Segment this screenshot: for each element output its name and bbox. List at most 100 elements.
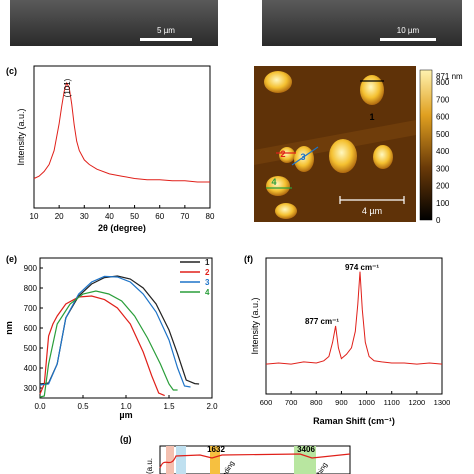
marker-1: 1 (369, 112, 374, 122)
panel-e: (e) 300 400 500 600 700 800 900 0.0 0.5 1.0 1.5 2.… (4, 254, 218, 420)
colorbar-tick-label: 600 (436, 113, 450, 122)
profile-curve-4 (39, 290, 178, 398)
x-tick-label: 0.0 (34, 402, 46, 411)
colorbar-tick-label: 400 (436, 147, 450, 156)
x-tick-label: 80 (206, 212, 215, 221)
sem-image-b: 10 µm (262, 0, 462, 46)
legend-label: 2 (205, 268, 210, 277)
y-tick-label: 500 (24, 344, 38, 353)
colorbar-tick-label: 700 (436, 95, 450, 104)
y-tick-label: 600 (24, 324, 38, 333)
afm-grain (294, 146, 314, 172)
x-tick-label: 1.5 (163, 402, 175, 411)
colorbar-top-label: 871 nm (436, 72, 463, 81)
afm-grain (329, 139, 357, 173)
afm-grain (373, 145, 393, 169)
scale-bar (140, 38, 192, 41)
ftir-curve (159, 453, 351, 469)
x-axis-label: µm (119, 410, 132, 420)
colorbar-tick-label: 300 (436, 164, 450, 173)
panel-label: (e) (6, 254, 17, 264)
y-tick-label: 800 (24, 284, 38, 293)
xrd-curve (33, 81, 210, 183)
x-tick-label: 1000 (358, 398, 375, 407)
x-tick-labels: 0.0 0.5 1.0 1.5 2.0 (34, 395, 218, 411)
plot-frame (159, 445, 351, 474)
band-highlight (166, 446, 174, 474)
colorbar-ticks: 800 700 600 500 400 300 200 100 0 (436, 78, 450, 225)
plot-frame (33, 65, 211, 209)
x-tick-label: 800 (310, 398, 323, 407)
x-tick-label: 1300 (434, 398, 451, 407)
y-tick-label: 900 (24, 264, 38, 273)
x-tick-label: 10 (30, 212, 39, 221)
x-tick-label: 40 (105, 212, 114, 221)
colorbar-tick-label: 200 (436, 182, 450, 191)
panel-label: (c) (6, 66, 17, 76)
colorbar-tick-label: 0 (436, 216, 441, 225)
afm-grain (275, 203, 297, 219)
x-tick-label: 20 (55, 212, 64, 221)
y-axis-label: Intensity (a.u.) (250, 297, 260, 354)
scale-label: 5 µm (157, 26, 175, 35)
panel-d: d) 1 2 3 4 4 µm 871 nm 80070060050040030… (254, 66, 463, 225)
x-tick-label: 0.5 (77, 402, 89, 411)
scale-label: 4 µm (362, 206, 382, 216)
peak-label-3406: 3406 (297, 445, 315, 454)
peak-annotation-974: 974 cm⁻¹ (345, 263, 379, 272)
colorbar (419, 69, 433, 221)
peak-annotation-877: 877 cm⁻¹ (305, 317, 339, 326)
mode-label-fragment: nding (221, 460, 236, 474)
x-tick-label: 60 (155, 212, 164, 221)
band-highlight (176, 446, 186, 474)
afm-grain (266, 176, 290, 196)
x-tick-label: 1.0 (120, 402, 132, 411)
profile-curves (39, 275, 200, 398)
y-tick-label: 300 (24, 384, 38, 393)
panel-c: (c) 10 20 30 40 50 60 70 80 2θ (degree) Intensi… (6, 65, 215, 233)
sem-image-a: 5 µm (10, 0, 218, 46)
colorbar-tick-label: 100 (436, 199, 450, 208)
y-tick-label: 700 (24, 304, 38, 313)
profile-line-3 (291, 146, 319, 166)
x-tick-label: 1100 (384, 398, 400, 407)
marker-4: 4 (271, 177, 276, 187)
x-tick-label: 50 (130, 212, 139, 221)
band-highlight (210, 446, 220, 474)
scale-label: 10 µm (397, 26, 420, 35)
afm-grain (279, 147, 295, 163)
x-axis-label: 2θ (degree) (98, 223, 146, 233)
colorbar-tick-label: 800 (436, 78, 450, 87)
profile-curve-2 (39, 295, 165, 397)
plot-frame (39, 257, 213, 399)
y-axis-label: Intensity (a.u.) (16, 108, 26, 165)
panel-label: (g) (120, 434, 132, 444)
colorbar-tick-label: 500 (436, 130, 450, 139)
afm-grain (360, 75, 384, 105)
y-tick-label: 400 (24, 364, 38, 373)
panel-g: (g) 1632 3406 nding hing (a.u. (120, 434, 351, 474)
x-tick-label: 600 (260, 398, 273, 407)
panel-f: (f) 600 700 800 900 1000 1100 1200 1300 Raman S… (244, 254, 450, 426)
peak-annotation: (101) (63, 78, 72, 97)
x-tick-label: 30 (80, 212, 89, 221)
y-axis-label-fragment: (a.u. (145, 458, 154, 474)
x-tick-label: 900 (335, 398, 348, 407)
panel-label: (f) (244, 254, 253, 264)
band-highlight (294, 446, 316, 474)
marker-2: 2 (280, 149, 285, 159)
raman-curve (265, 271, 443, 365)
legend-label: 3 (205, 278, 210, 287)
x-tick-label: 1200 (409, 398, 426, 407)
x-tick-label: 700 (285, 398, 298, 407)
marker-3: 3 (300, 152, 305, 162)
y-tick-labels: 300 400 500 600 700 800 900 (24, 264, 43, 393)
peak-label-1632: 1632 (207, 445, 225, 454)
profile-curve-3 (39, 275, 191, 388)
x-tick-labels: 10 20 30 40 50 60 70 80 (30, 205, 215, 221)
y-axis-label: nm (4, 321, 14, 335)
x-tick-label: 2.0 (206, 402, 218, 411)
x-axis-label: Raman Shift (cm⁻¹) (313, 416, 395, 426)
